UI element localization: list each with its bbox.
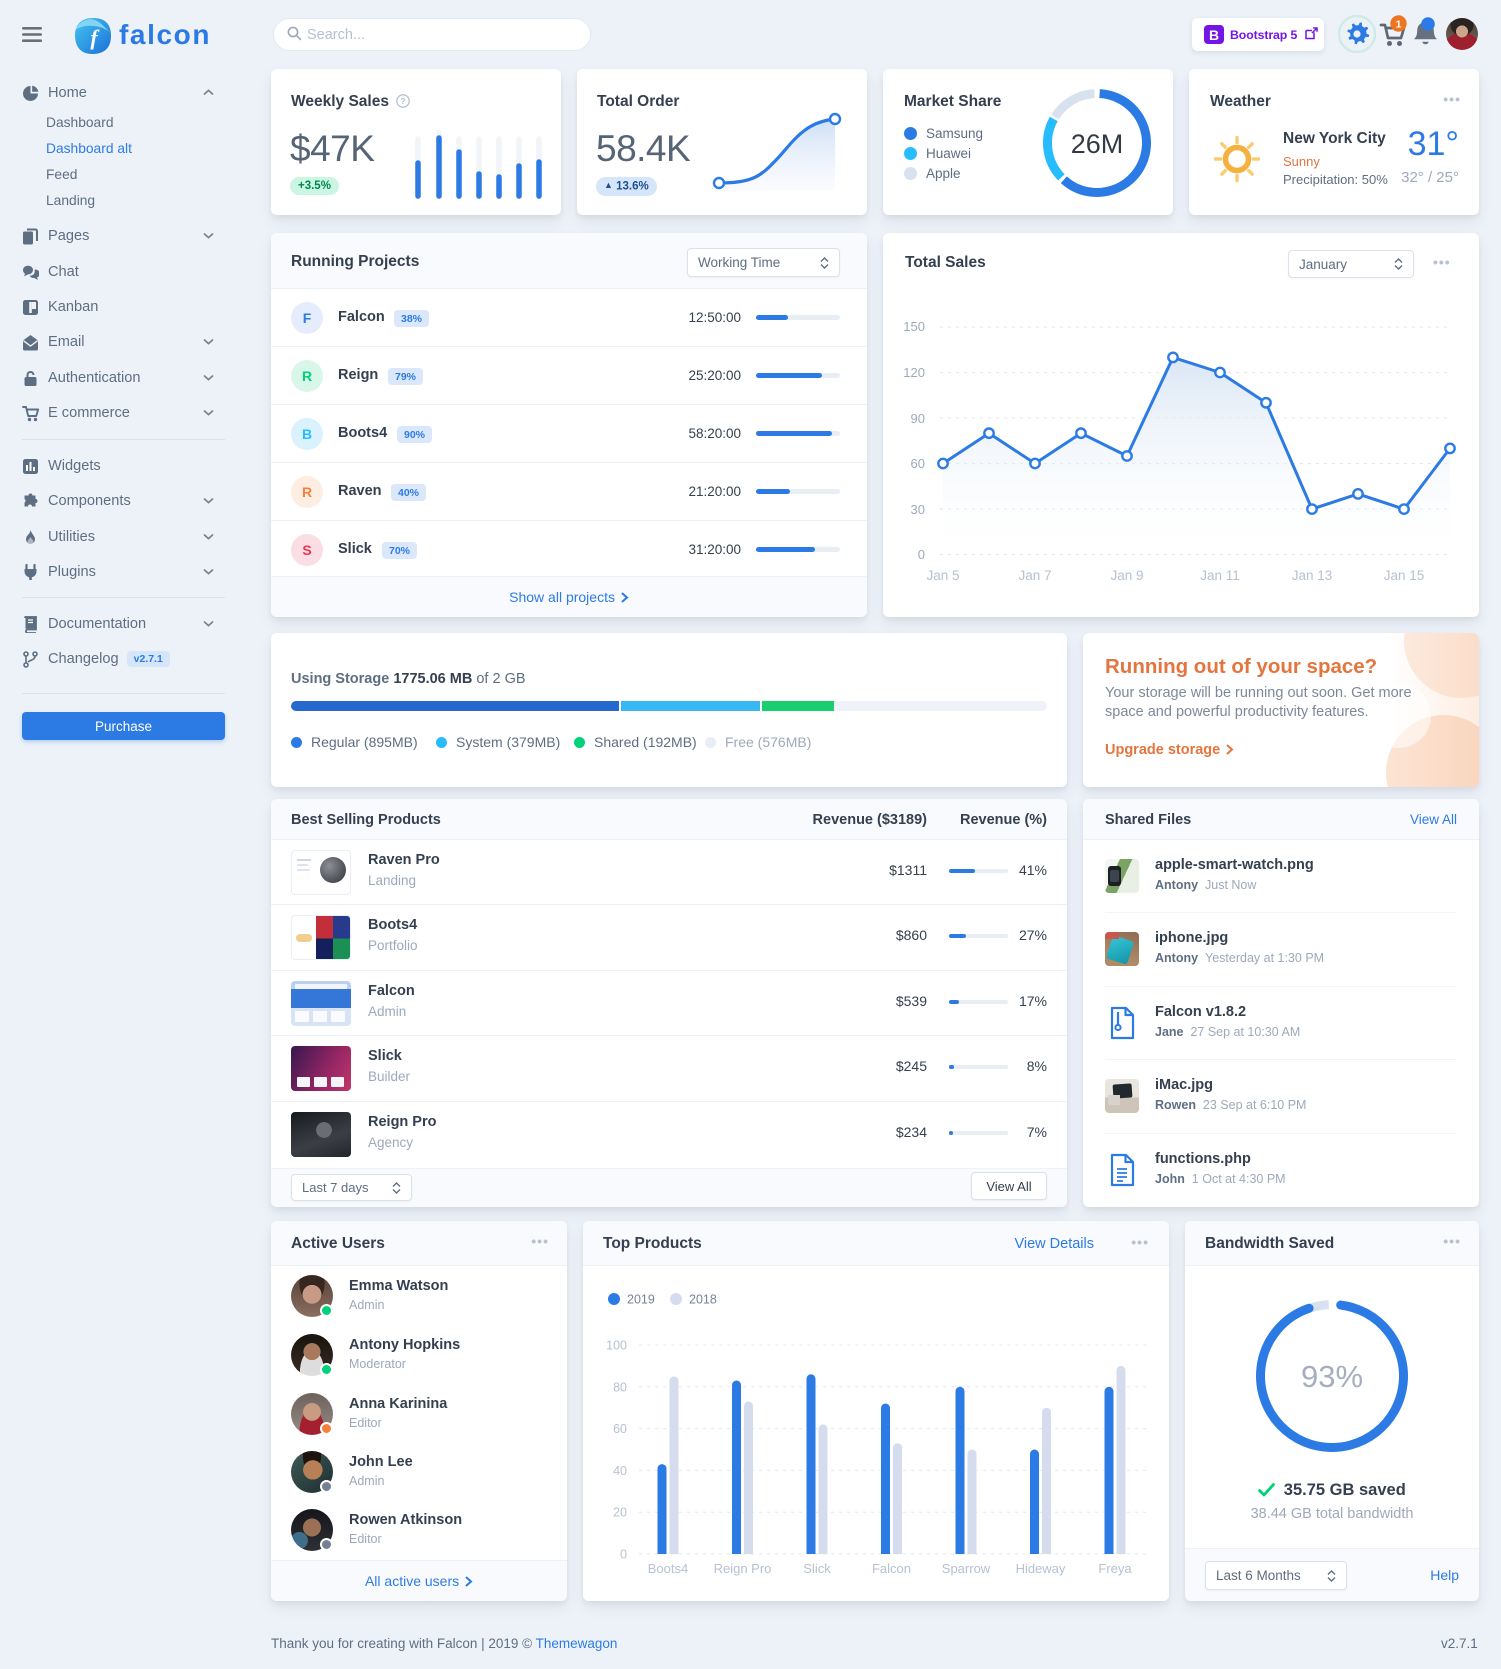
svg-text:f: f [90,25,100,50]
svg-text:Jan 11: Jan 11 [1200,568,1240,583]
svg-text:100: 100 [606,1339,627,1353]
svg-text:Freya: Freya [1098,1561,1132,1576]
svg-text:26M: 26M [1071,129,1124,159]
svg-text:0: 0 [620,1548,627,1562]
svg-text:80: 80 [613,1380,627,1394]
svg-text:60: 60 [613,1422,627,1436]
svg-text:0: 0 [918,547,925,562]
svg-text:B: B [1209,27,1219,43]
svg-text:150: 150 [903,319,925,334]
svg-text:40: 40 [613,1464,627,1478]
svg-text:30: 30 [911,502,925,517]
svg-text:1: 1 [1396,18,1402,30]
svg-text:Boots4: Boots4 [648,1561,688,1576]
svg-text:Slick: Slick [803,1561,831,1576]
svg-text:Jan 15: Jan 15 [1384,568,1425,583]
svg-text:120: 120 [903,365,925,380]
svg-text:Jan 13: Jan 13 [1292,568,1333,583]
svg-text:Falcon: Falcon [872,1561,911,1576]
svg-text:20: 20 [613,1506,627,1520]
svg-text:90: 90 [911,411,925,426]
svg-text:Jan 9: Jan 9 [1110,568,1143,583]
svg-text:Jan 5: Jan 5 [926,568,959,583]
svg-text:60: 60 [911,456,925,471]
svg-text:2019: 2019 [627,1293,655,1307]
svg-text:2018: 2018 [689,1293,717,1307]
svg-text:93%: 93% [1301,1359,1363,1394]
svg-text:Jan 7: Jan 7 [1018,568,1051,583]
svg-text:?: ? [401,96,406,106]
svg-text:Hideway: Hideway [1016,1561,1066,1576]
svg-text:Sparrow: Sparrow [942,1561,991,1576]
svg-text:Reign Pro: Reign Pro [714,1561,772,1576]
